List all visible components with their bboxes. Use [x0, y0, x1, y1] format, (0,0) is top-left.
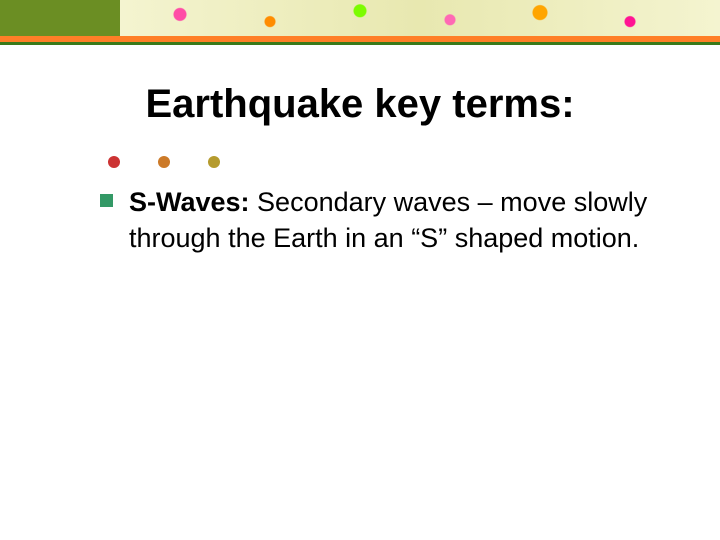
top-pattern-strip — [120, 0, 720, 36]
content-area: S-Waves: Secondary waves – move slowly t… — [100, 184, 660, 257]
dot-icon — [158, 156, 170, 168]
decorative-dots — [108, 156, 220, 168]
term: S-Waves: — [129, 187, 250, 217]
bullet-text: S-Waves: Secondary waves – move slowly t… — [129, 184, 660, 257]
dot-icon — [108, 156, 120, 168]
top-left-block — [0, 0, 120, 36]
page-title: Earthquake key terms: — [0, 82, 720, 127]
dot-icon — [208, 156, 220, 168]
top-bar — [0, 0, 720, 36]
accent-line-shadow — [0, 42, 720, 45]
bullet-square-icon — [100, 194, 113, 207]
list-item: S-Waves: Secondary waves – move slowly t… — [100, 184, 660, 257]
